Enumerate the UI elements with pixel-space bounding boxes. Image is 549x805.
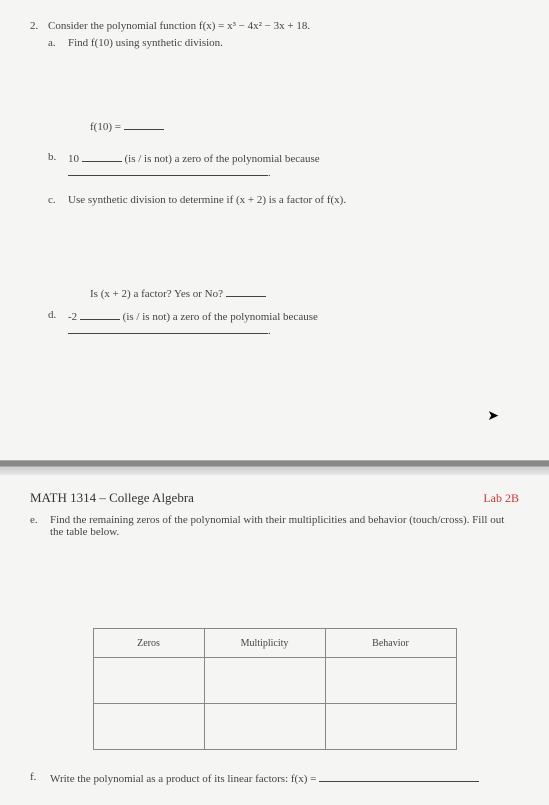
part-a-letter: a. — [48, 37, 68, 49]
page-divider — [0, 460, 549, 467]
part-c-text: Use synthetic division to determine if (… — [68, 194, 519, 206]
page-header: MATH 1314 – College Algebra Lab 2B — [30, 490, 519, 506]
part-b-midtext: (is / is not) a zero of the polynomial b… — [125, 153, 320, 165]
part-f-text: Write the polynomial as a product of its… — [50, 773, 316, 785]
cell-beh-2 — [325, 704, 456, 750]
factor-question-text: Is (x + 2) a factor? Yes or No? — [90, 288, 223, 300]
part-e-text: Find the remaining zeros of the polynomi… — [50, 514, 519, 538]
worksheet-page-upper: 2. Consider the polynomial function f(x)… — [0, 0, 549, 460]
table-row — [93, 658, 456, 704]
header-zeros: Zeros — [93, 629, 204, 658]
part-d-content: -2 (is / is not) a zero of the polynomia… — [68, 309, 519, 337]
part-d-letter: d. — [48, 309, 68, 337]
part-c-letter: c. — [48, 194, 68, 206]
cell-mult-1 — [204, 658, 325, 704]
part-d: d. -2 (is / is not) a zero of the polyno… — [48, 309, 519, 337]
part-a: a. Find f(10) using synthetic division. — [48, 37, 519, 49]
question-stem: Consider the polynomial function f(x) = … — [48, 20, 519, 32]
question-2: 2. Consider the polynomial function f(x)… — [30, 20, 519, 32]
cell-mult-2 — [204, 704, 325, 750]
part-b-letter: b. — [48, 151, 68, 179]
part-b-value: 10 — [68, 153, 79, 165]
f10-label: f(10) = — [90, 121, 121, 133]
part-d-midtext: (is / is not) a zero of the polynomial b… — [123, 311, 318, 323]
f10-blank — [124, 119, 164, 130]
worksheet-page-lower: MATH 1314 – College Algebra Lab 2B e. Fi… — [0, 475, 549, 805]
part-d-blank1 — [80, 309, 120, 320]
part-e-letter: e. — [30, 514, 50, 538]
cell-zeros-2 — [93, 704, 204, 750]
page-gap — [0, 467, 549, 475]
part-a-answer-line: f(10) = — [90, 119, 519, 133]
part-d-blank2 — [68, 323, 268, 334]
part-e: e. Find the remaining zeros of the polyn… — [30, 514, 519, 538]
part-f-blank — [319, 771, 479, 782]
lab-label: Lab 2B — [483, 491, 519, 506]
part-b-blank1 — [82, 151, 122, 162]
part-f-content: Write the polynomial as a product of its… — [50, 771, 519, 785]
header-multiplicity: Multiplicity — [204, 629, 325, 658]
part-a-text: Find f(10) using synthetic division. — [68, 37, 519, 49]
table-header-row: Zeros Multiplicity Behavior — [93, 629, 456, 658]
part-b-blank2 — [68, 165, 268, 176]
cell-zeros-1 — [93, 658, 204, 704]
part-d-value: -2 — [68, 311, 77, 323]
part-b-content: 10 (is / is not) a zero of the polynomia… — [68, 151, 519, 179]
factor-blank — [226, 286, 266, 297]
cell-beh-1 — [325, 658, 456, 704]
question-number: 2. — [30, 20, 48, 32]
part-b: b. 10 (is / is not) a zero of the polyno… — [48, 151, 519, 179]
header-behavior: Behavior — [325, 629, 456, 658]
part-c-factor-question: Is (x + 2) a factor? Yes or No? — [90, 286, 519, 300]
course-title: MATH 1314 – College Algebra — [30, 490, 194, 506]
part-c: c. Use synthetic division to determine i… — [48, 194, 519, 206]
zeros-table: Zeros Multiplicity Behavior — [93, 628, 457, 750]
part-f: f. Write the polynomial as a product of … — [30, 771, 519, 785]
part-f-letter: f. — [30, 771, 50, 785]
table-row — [93, 704, 456, 750]
